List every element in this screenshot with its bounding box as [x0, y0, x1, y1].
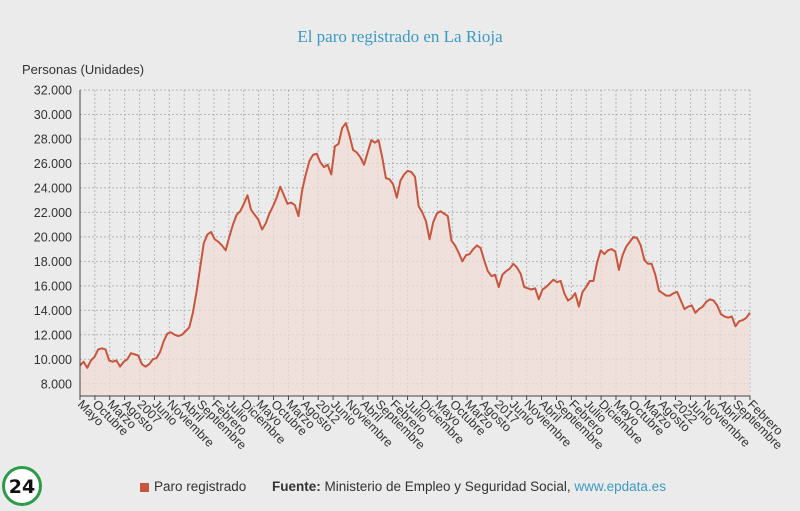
series-area-fill — [80, 123, 750, 397]
legend-label[interactable]: Paro registrado — [154, 479, 247, 494]
axes — [79, 90, 751, 400]
y-tick-label: 12.000 — [34, 328, 72, 342]
y-tick-labels: 8.000 10.000 12.000 14.000 16.000 18.000 20.00… — [34, 84, 72, 392]
legend-swatch — [140, 483, 149, 492]
logo-text: 24 — [8, 476, 36, 498]
y-axis-label: Personas (Unidades) — [22, 62, 145, 77]
y-tick-label: 10.000 — [34, 353, 72, 367]
y-tick-label: 24.000 — [34, 181, 72, 195]
y-tick-label: 22.000 — [34, 206, 72, 220]
y-tick-label: 14.000 — [34, 304, 72, 318]
chart-title: El paro registrado en La Rioja — [297, 27, 503, 46]
series-line-paro-registrado — [79, 122, 751, 369]
y-tick-label: 18.000 — [34, 255, 72, 269]
y-tick-label: 26.000 — [34, 157, 72, 171]
source-credit: Fuente: Ministerio de Empleo y Seguridad… — [272, 479, 666, 494]
y-tick-label: 32.000 — [34, 84, 72, 98]
x-tick-labels: MayoOctubreMarzoAgosto2007JunioNoviembre… — [75, 397, 786, 452]
y-tick-label: 20.000 — [34, 230, 72, 244]
source-text: Ministerio de Empleo y Seguridad Social, — [320, 479, 575, 494]
y-tick-label: 16.000 — [34, 279, 72, 293]
y-tick-label: 28.000 — [34, 132, 72, 146]
y-tick-label: 8.000 — [41, 377, 72, 391]
source-prefix: Fuente: — [272, 479, 321, 494]
y-tick-label: 30.000 — [34, 108, 72, 122]
site-logo[interactable]: 24 — [2, 466, 42, 506]
source-link[interactable]: www.epdata.es — [574, 479, 666, 494]
